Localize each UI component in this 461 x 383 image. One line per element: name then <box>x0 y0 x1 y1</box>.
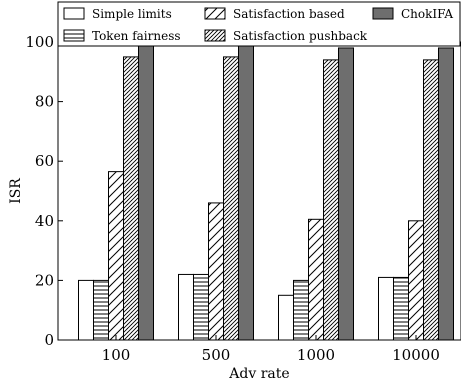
bar-chokifa-1000 <box>338 47 354 341</box>
legend-swatch <box>63 29 85 42</box>
y-tick-label: 100 <box>25 33 54 51</box>
bar-chokifa-100 <box>138 44 154 341</box>
bar-chokifa-10000 <box>438 47 454 341</box>
bar-simple-limits-100 <box>78 279 94 341</box>
x-tick-label: 1000 <box>297 346 335 364</box>
bar-token-fairness-100 <box>93 279 109 341</box>
legend-label: Simple limits <box>92 7 172 21</box>
x-tick-label: 500 <box>202 346 231 364</box>
legend-label: Satisfaction based <box>233 7 345 21</box>
y-tick-label: 20 <box>35 271 54 289</box>
bar-token-fairness-1000 <box>293 279 309 341</box>
y-axis-ticks: 0 20 40 60 80 100 <box>25 33 63 349</box>
bar-satisfaction-pushback-500 <box>223 56 239 341</box>
bar-satisfaction-pushback-100 <box>123 56 139 341</box>
y-tick-label: 40 <box>35 212 54 230</box>
bar-satisfaction-pushback-1000 <box>323 59 339 341</box>
bar-simple-limits-1000 <box>278 294 294 341</box>
x-tick-label: 10000 <box>392 346 440 364</box>
y-axis-title: ISR <box>8 178 24 204</box>
bar-satisfaction-pushback-10000 <box>423 59 439 341</box>
bar-token-fairness-500 <box>193 273 209 341</box>
bar-chokifa-500 <box>238 44 254 341</box>
bar-satisfaction-based-100 <box>108 171 124 341</box>
legend-swatch <box>372 7 394 20</box>
legend-swatch <box>63 7 85 20</box>
legend-label: Token fairness <box>92 29 181 43</box>
bar-simple-limits-500 <box>178 273 194 341</box>
x-axis-title: Adv rate <box>228 366 289 382</box>
bars <box>78 44 454 341</box>
y-tick-label: 80 <box>35 93 54 111</box>
legend: Simple limits Token fairness Satisfaction … <box>57 1 461 47</box>
y-tick-label: 60 <box>35 152 54 170</box>
legend-swatch <box>204 7 226 20</box>
legend-swatch <box>204 29 226 42</box>
bar-token-fairness-10000 <box>393 276 409 341</box>
bar-satisfaction-based-1000 <box>308 218 324 341</box>
x-axis-ticks: 100 500 1000 10000 <box>102 335 440 364</box>
bar-simple-limits-10000 <box>378 276 394 341</box>
legend-label: Satisfaction pushback <box>233 29 368 43</box>
legend-label: ChokIFA <box>401 7 453 21</box>
bar-satisfaction-based-10000 <box>408 220 424 341</box>
y-tick-label: 0 <box>44 331 54 349</box>
bar-satisfaction-based-500 <box>208 202 224 341</box>
x-tick-label: 100 <box>102 346 131 364</box>
